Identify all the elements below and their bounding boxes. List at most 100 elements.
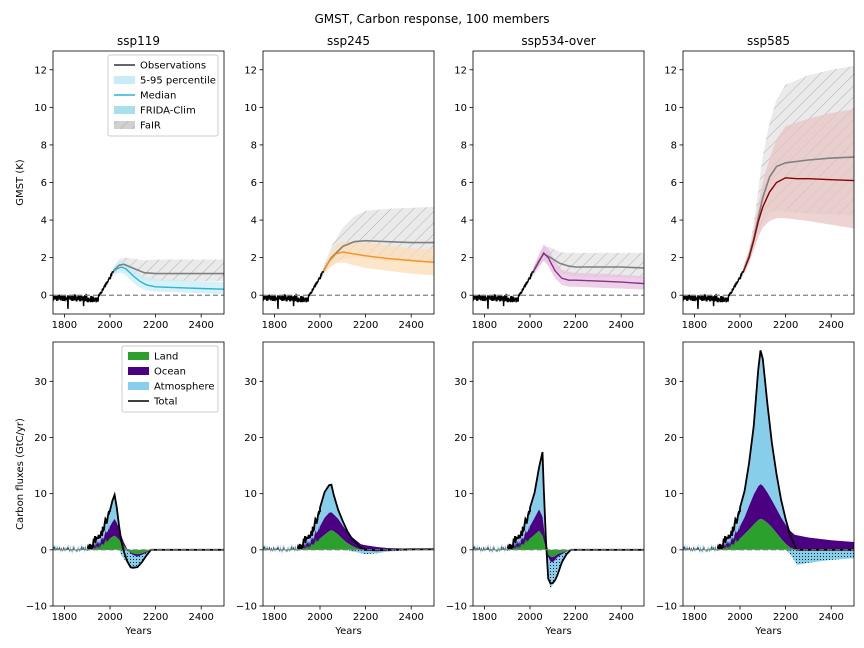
land-neg-area xyxy=(110,549,224,555)
observations-line xyxy=(263,270,325,309)
hist-land-area xyxy=(263,537,320,552)
figure-title: GMST, Carbon response, 100 members xyxy=(314,12,549,26)
x-tick-label: 1800 xyxy=(472,612,497,623)
x-tick-label: 2200 xyxy=(143,612,168,623)
x-tick-label: 2400 xyxy=(818,612,843,623)
legend-top: Observations 5-95 percentile Median FRIDA-C… xyxy=(107,54,219,137)
ocean-area xyxy=(740,484,854,550)
ticks: 1800 2000 2200 2400 0 2 4 6 8 10 12 xyxy=(244,65,424,331)
y-tick-label: 2 xyxy=(251,253,257,264)
x-axis-label: Years xyxy=(334,626,361,637)
frida-band xyxy=(113,260,224,295)
y-tick-label: 4 xyxy=(41,216,47,227)
panel-title: ssp534-over xyxy=(521,34,595,48)
ticks: 1800 2000 2200 2400 −10 0 10 20 30 xyxy=(26,377,214,623)
x-tick-label: 1800 xyxy=(52,320,77,331)
frida-band xyxy=(743,109,854,276)
y-tick-label: 4 xyxy=(461,216,467,227)
hist-land-area xyxy=(473,537,530,552)
y-tick-label: 6 xyxy=(41,178,47,189)
hist-atmosphere-area xyxy=(53,511,110,555)
land-area xyxy=(320,530,434,550)
frida-median-line xyxy=(532,251,644,285)
x-tick-label: 2400 xyxy=(398,612,423,623)
frida-median-line xyxy=(322,251,434,273)
hist-atmosphere-area xyxy=(683,511,740,555)
y-tick-label: 2 xyxy=(461,253,467,264)
atmosphere-neg-dots xyxy=(740,549,854,565)
y-tick-label: 10 xyxy=(664,489,677,500)
legend-patch-swatch xyxy=(128,382,149,390)
frida-median-line xyxy=(742,177,854,272)
hist-ocean-area xyxy=(683,525,740,553)
legend-label: Atmosphere xyxy=(154,382,215,393)
y-tick-label: 8 xyxy=(41,140,47,151)
axes-frame xyxy=(472,341,645,607)
atmosphere-neg-dots xyxy=(320,549,434,555)
y-tick-label: 12 xyxy=(34,65,47,76)
axes-frame xyxy=(52,341,225,607)
atmosphere-area xyxy=(740,350,854,542)
x-tick-label: 2200 xyxy=(353,320,378,331)
x-tick-label: 1800 xyxy=(262,320,287,331)
y-tick-label: 0 xyxy=(671,545,677,556)
panel-title: ssp245 xyxy=(327,34,370,48)
y-tick-label: −10 xyxy=(446,602,467,613)
legend-label: Ocean xyxy=(154,367,186,378)
fair-median-line xyxy=(322,239,434,272)
y-tick-label: 30 xyxy=(454,377,467,388)
x-tick-label: 2000 xyxy=(97,320,122,331)
legend-label: Observations xyxy=(140,61,206,72)
ticks: 1800 2000 2200 2400 −10 0 10 20 30 xyxy=(656,377,844,623)
y-tick-label: 4 xyxy=(251,216,257,227)
x-tick-label: 1800 xyxy=(262,612,287,623)
total-line xyxy=(86,491,224,569)
ticks: 1800 2000 2200 2400 −10 0 10 20 30 xyxy=(446,377,634,623)
panel-title: ssp119 xyxy=(117,34,160,48)
total-line xyxy=(296,483,434,552)
y-tick-label: 10 xyxy=(454,103,467,114)
y-tick-label: 20 xyxy=(664,433,677,444)
y-tick-label: −10 xyxy=(656,602,677,613)
ocean-area xyxy=(530,509,644,550)
y-tick-label: 2 xyxy=(41,253,47,264)
y-tick-label: 6 xyxy=(251,178,257,189)
carbon-panel-4: 1800 2000 2200 2400 −10 0 10 20 30 Years xyxy=(656,341,855,637)
y-tick-label: 2 xyxy=(671,253,677,264)
carbon-panel-2: 1800 2000 2200 2400 −10 0 10 20 30 Years xyxy=(236,341,435,637)
gmst-panel-4: 1800 2000 2200 2400 0 2 4 6 8 10 12 ssp585 xyxy=(664,34,855,331)
y-tick-label: 4 xyxy=(671,216,677,227)
hist-atmosphere-area xyxy=(473,511,530,555)
x-tick-label: 2400 xyxy=(188,612,213,623)
atmosphere-neg-dots xyxy=(530,549,644,589)
carbon-panel-1: 1800 2000 2200 2400 −10 0 10 20 30 Years Carbon fl… xyxy=(15,341,225,637)
axes-frame xyxy=(262,50,435,315)
atmosphere-area xyxy=(320,484,434,550)
y-tick-label: −10 xyxy=(26,602,47,613)
gmst-panel-2: 1800 2000 2200 2400 0 2 4 6 8 10 12 ssp245 xyxy=(244,34,435,331)
y-tick-label: 30 xyxy=(34,377,47,388)
land-area xyxy=(740,518,854,550)
plot-area xyxy=(683,66,854,309)
y-tick-label: 0 xyxy=(41,545,47,556)
ocean-area xyxy=(110,518,224,550)
panel-title: ssp585 xyxy=(747,34,790,48)
x-tick-label: 2200 xyxy=(563,612,588,623)
x-tick-label: 2400 xyxy=(818,320,843,331)
plot-area xyxy=(473,451,644,589)
y-tick-label: −10 xyxy=(236,602,257,613)
y-axis-label: GMST (K) xyxy=(15,159,26,205)
frida-band xyxy=(323,241,434,276)
x-tick-label: 2400 xyxy=(188,320,213,331)
y-axis-label: Carbon fluxes (GtC/yr) xyxy=(15,418,26,530)
x-tick-label: 2400 xyxy=(398,320,423,331)
legend-label: FaIR xyxy=(140,121,161,132)
x-tick-label: 2000 xyxy=(517,320,542,331)
hist-ocean-area xyxy=(53,525,110,553)
plot-area xyxy=(53,257,224,309)
ticks: 1800 2000 2200 2400 0 2 4 6 8 10 12 xyxy=(34,65,214,331)
x-tick-label: 1800 xyxy=(472,320,497,331)
y-tick-label: 8 xyxy=(251,140,257,151)
plot-area xyxy=(683,350,854,565)
